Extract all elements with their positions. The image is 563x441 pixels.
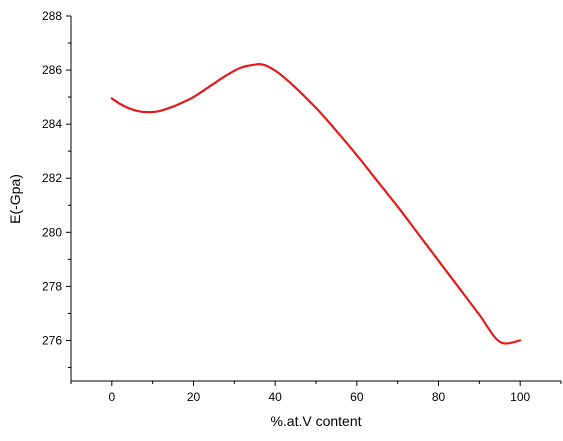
y-tick-label: 284 bbox=[42, 117, 62, 131]
y-tick-label: 286 bbox=[42, 63, 62, 77]
y-tick-label: 276 bbox=[42, 333, 62, 347]
x-axis-label: %.at.V content bbox=[270, 413, 361, 429]
y-axis-label: E(-Gpa) bbox=[7, 174, 23, 224]
labels-layer: %.at.V content E(-Gpa) bbox=[7, 174, 362, 429]
y-tick-label: 280 bbox=[42, 225, 62, 239]
x-tick-label: 60 bbox=[350, 390, 364, 404]
x-tick-label: 20 bbox=[187, 390, 201, 404]
axes: 0 20 40 60 80 100 276 278 280 282 284 286 288 bbox=[42, 9, 562, 404]
y-tick-label: 282 bbox=[42, 171, 62, 185]
y-tick-label: 288 bbox=[42, 9, 62, 23]
x-tick-label: 80 bbox=[432, 390, 446, 404]
y-tick-label: 278 bbox=[42, 279, 62, 293]
series-line bbox=[110, 63, 522, 345]
x-tick-label: 100 bbox=[510, 390, 530, 404]
x-tick-label: 40 bbox=[268, 390, 282, 404]
x-tick-label: 0 bbox=[108, 390, 115, 404]
series-layer bbox=[110, 63, 522, 345]
